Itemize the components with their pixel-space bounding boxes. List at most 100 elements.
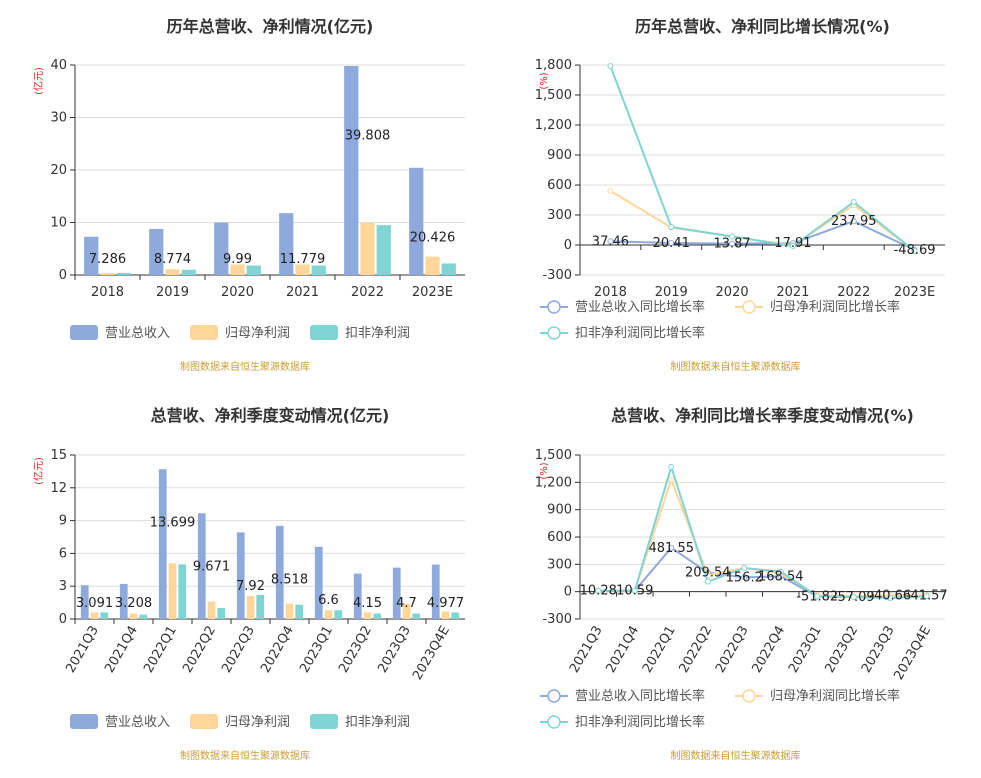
bar-revenue bbox=[119, 583, 128, 619]
series-point bbox=[668, 476, 675, 483]
bar-net-profit bbox=[207, 601, 216, 619]
bar-net-profit bbox=[402, 603, 411, 619]
bar-revenue bbox=[214, 222, 229, 275]
series-point bbox=[729, 240, 736, 247]
bar-net-profit bbox=[246, 596, 255, 619]
series-point bbox=[668, 239, 675, 246]
bar-net-profit bbox=[165, 269, 180, 275]
data-label: 8.774 bbox=[154, 252, 191, 267]
x-tick-label: 2022Q3 bbox=[219, 624, 258, 676]
series-point bbox=[668, 224, 675, 230]
y-tick-label: 40 bbox=[50, 58, 67, 73]
x-tick-label: 2022Q2 bbox=[180, 624, 219, 676]
y-tick-label: 1,500 bbox=[535, 88, 572, 103]
x-tick-label: 2022Q4 bbox=[258, 624, 297, 676]
x-tick-label: 2020 bbox=[716, 285, 749, 300]
x-tick-label: 2022Q1 bbox=[141, 624, 180, 676]
data-label: 237.95 bbox=[831, 214, 877, 229]
bar-revenue bbox=[279, 213, 294, 275]
bar-deducted-profit bbox=[295, 604, 304, 619]
bar-net-profit bbox=[285, 603, 294, 619]
y-tick-label: 900 bbox=[547, 503, 572, 518]
bar-revenue bbox=[80, 585, 89, 619]
bar-net-profit bbox=[425, 256, 440, 275]
y-tick-label: 1,800 bbox=[535, 58, 572, 73]
x-tick-label: 2023Q1 bbox=[297, 624, 336, 676]
x-tick-label: 2022Q4 bbox=[749, 624, 788, 676]
x-tick-label: 2022Q1 bbox=[640, 624, 679, 676]
bar-deducted-profit bbox=[373, 613, 382, 619]
data-label: 168.54 bbox=[758, 569, 804, 584]
legend-label: 归母净利润同比增长率 bbox=[770, 688, 900, 704]
y-tick-label: 300 bbox=[547, 557, 572, 572]
legend-label: 营业总收入同比增长率 bbox=[575, 299, 705, 315]
data-label: 7.286 bbox=[89, 252, 126, 267]
y-tick-label: 1,200 bbox=[535, 118, 572, 133]
legend-marker bbox=[547, 689, 561, 703]
y-tick-label: 600 bbox=[547, 178, 572, 193]
bar-net-profit bbox=[230, 264, 245, 275]
legend-label: 归母净利润 bbox=[225, 715, 290, 730]
series-point bbox=[814, 593, 821, 600]
y-unit-label: (亿元) bbox=[32, 67, 45, 95]
legend-marker bbox=[742, 689, 756, 703]
data-label: 3.208 bbox=[115, 596, 152, 611]
bar-deducted-profit bbox=[217, 608, 226, 619]
data-label: 13.699 bbox=[150, 516, 196, 531]
bar-revenue bbox=[344, 66, 359, 276]
data-label: -51.82 bbox=[796, 589, 838, 604]
data-label: 8.518 bbox=[271, 572, 308, 587]
quarterly-growth-chart: 总营收、净利同比增长率季度变动情况(%) (%) -300 0 300 600 900 1,2… bbox=[535, 406, 948, 762]
legend-label: 归母净利润 bbox=[225, 326, 290, 341]
annual-amounts-chart: 历年总营收、净利情况(亿元) (亿元) 0 10 20 30 40 2018 2019 2020 2… bbox=[32, 17, 465, 373]
legend-label: 营业总收入同比增长率 bbox=[575, 688, 705, 704]
y-unit-label: (%) bbox=[539, 462, 550, 479]
data-label: 10.28 bbox=[580, 584, 617, 599]
bar-deducted-profit bbox=[256, 594, 265, 619]
chart-panel-annual-growth: 历年总营收、净利同比增长情况(%) (%) -300 0 300 600 900 1,200 1… bbox=[490, 0, 981, 389]
y-tick-label: 0 bbox=[59, 268, 67, 283]
data-label: 37.46 bbox=[592, 234, 629, 249]
data-label: 11.779 bbox=[280, 252, 326, 267]
data-label: -41.57 bbox=[906, 588, 948, 603]
bar-net-profit bbox=[168, 563, 177, 619]
bar-revenue bbox=[392, 567, 401, 619]
bar-deducted-profit bbox=[116, 272, 131, 275]
data-label: 4.977 bbox=[427, 596, 464, 611]
data-label: 10.59 bbox=[616, 584, 653, 599]
bar-deducted-profit bbox=[178, 564, 187, 619]
series-point bbox=[741, 564, 748, 571]
source-note: 制图数据来自恒生聚源数据库 bbox=[180, 749, 310, 762]
bar-revenue bbox=[314, 546, 323, 619]
chart-title: 总营收、净利同比增长率季度变动情况(%) bbox=[611, 406, 914, 425]
data-label: 39.808 bbox=[345, 129, 391, 144]
y-unit-label: (%) bbox=[539, 72, 550, 89]
y-tick-label: 0 bbox=[564, 238, 572, 253]
y-tick-label: 6 bbox=[59, 546, 67, 561]
series-point bbox=[668, 463, 675, 470]
y-tick-label: -300 bbox=[542, 268, 572, 283]
legend-swatch bbox=[310, 714, 338, 729]
bar-revenue bbox=[84, 236, 99, 275]
data-label: 156.2 bbox=[726, 570, 763, 585]
x-tick-label: 2023Q3 bbox=[859, 624, 898, 676]
x-tick-label: 2022 bbox=[837, 285, 870, 300]
y-tick-label: -300 bbox=[542, 612, 572, 627]
x-tick-label: 2021 bbox=[776, 285, 809, 300]
x-tick-label: 2021Q4 bbox=[603, 624, 642, 676]
x-tick-label: 2021Q4 bbox=[102, 624, 141, 676]
data-label: 7.92 bbox=[236, 579, 265, 594]
legend-label: 扣非净利润同比增长率 bbox=[575, 714, 705, 730]
legend-label: 归母净利润同比增长率 bbox=[770, 299, 900, 315]
chart-panel-annual-amounts: 历年总营收、净利情况(亿元) (亿元) 0 10 20 30 40 2018 2019 2020 2… bbox=[0, 0, 490, 389]
x-tick-label: 2023Q2 bbox=[822, 624, 861, 676]
x-tick-label: 2021Q3 bbox=[63, 624, 102, 676]
chart-title: 历年总营收、净利情况(亿元) bbox=[167, 17, 374, 36]
x-tick-label: 2023E bbox=[412, 285, 453, 300]
bar-deducted-profit bbox=[139, 614, 148, 619]
series-point bbox=[887, 595, 894, 602]
quarterly-amounts-chart: 总营收、净利季度变动情况(亿元) (亿元) 0 3 6 9 12 15 2021Q3 2021Q4… bbox=[32, 406, 465, 762]
x-tick-label: 2021 bbox=[286, 285, 319, 300]
legend-marker bbox=[547, 300, 561, 314]
bar-revenue bbox=[197, 513, 206, 619]
